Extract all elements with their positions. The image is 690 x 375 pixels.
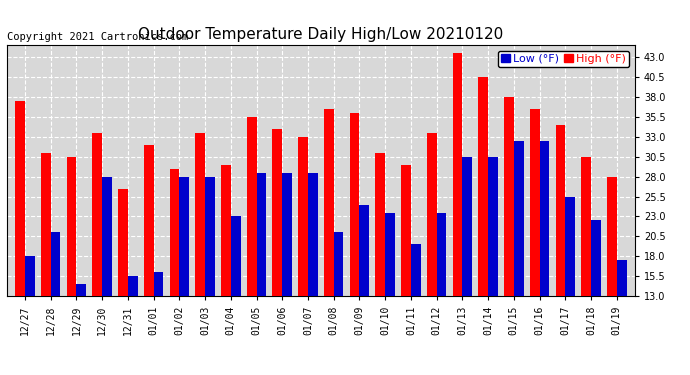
Bar	[92, 133, 102, 296]
Bar	[462, 157, 472, 296]
Bar	[195, 133, 205, 296]
Bar	[128, 276, 137, 296]
Bar	[565, 196, 575, 296]
Bar	[154, 272, 164, 296]
Bar	[530, 109, 540, 296]
Bar	[308, 172, 318, 296]
Bar	[581, 157, 591, 296]
Bar	[179, 177, 189, 296]
Bar	[427, 133, 437, 296]
Bar	[359, 204, 369, 296]
Bar	[77, 284, 86, 296]
Bar	[514, 141, 524, 296]
Bar	[401, 165, 411, 296]
Bar	[102, 177, 112, 296]
Bar	[350, 113, 359, 296]
Bar	[324, 109, 334, 296]
Bar	[230, 216, 241, 296]
Bar	[118, 189, 128, 296]
Bar	[453, 53, 462, 296]
Bar	[504, 97, 514, 296]
Bar	[617, 260, 627, 296]
Legend: Low (°F), High (°F): Low (°F), High (°F)	[497, 51, 629, 67]
Bar	[67, 157, 77, 296]
Bar	[247, 117, 257, 296]
Bar	[478, 77, 488, 296]
Bar	[170, 169, 179, 296]
Bar	[273, 129, 282, 296]
Bar	[411, 244, 421, 296]
Bar	[205, 177, 215, 296]
Bar	[50, 232, 61, 296]
Bar	[282, 172, 292, 296]
Bar	[41, 153, 50, 296]
Bar	[257, 172, 266, 296]
Bar	[334, 232, 344, 296]
Title: Outdoor Temperature Daily High/Low 20210120: Outdoor Temperature Daily High/Low 20210…	[138, 27, 504, 42]
Bar	[437, 213, 446, 296]
Bar	[607, 177, 617, 296]
Bar	[25, 256, 34, 296]
Bar	[385, 213, 395, 296]
Bar	[15, 101, 25, 296]
Bar	[591, 220, 601, 296]
Bar	[375, 153, 385, 296]
Bar	[540, 141, 549, 296]
Bar	[555, 125, 565, 296]
Bar	[488, 157, 498, 296]
Bar	[221, 165, 230, 296]
Bar	[298, 137, 308, 296]
Bar	[144, 145, 154, 296]
Text: Copyright 2021 Cartronics.com: Copyright 2021 Cartronics.com	[7, 33, 188, 42]
